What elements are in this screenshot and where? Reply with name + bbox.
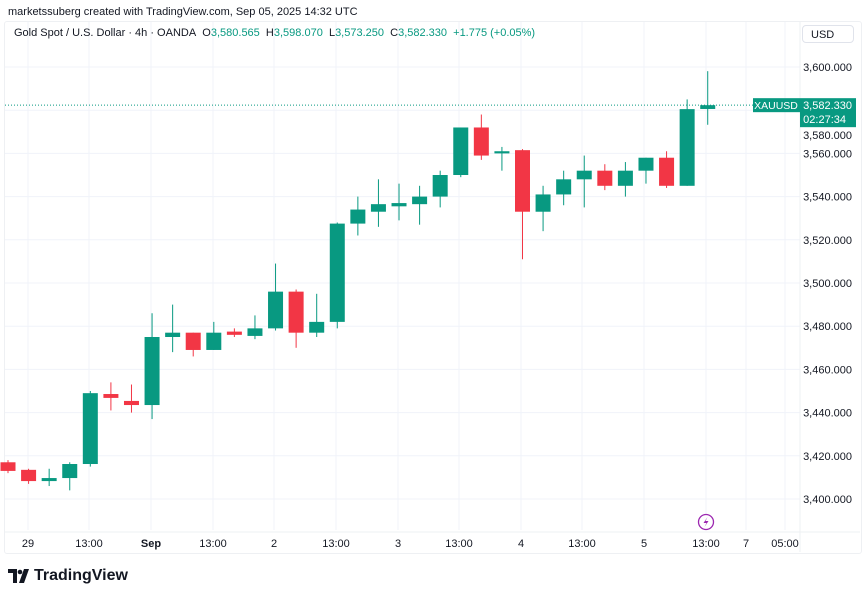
symbol-legend: Gold Spot / U.S. Dollar · 4h · OANDA O3,… <box>14 27 535 39</box>
candle-up <box>679 109 695 186</box>
y-tick-label: 3,520.000 <box>803 235 852 247</box>
candle-up <box>535 194 551 212</box>
x-tick-label: 13:00 <box>75 538 103 550</box>
candle-down <box>185 332 201 350</box>
candle-down <box>659 157 675 186</box>
y-tick-label: 3,540.000 <box>803 192 852 204</box>
candle-down <box>288 291 304 333</box>
close-value: 3,582.330 <box>398 27 448 39</box>
price-tag <box>800 98 856 128</box>
candle-down <box>0 462 16 471</box>
price-tag-value: 3,582.330 <box>803 100 852 112</box>
y-tick-label: 3,440.000 <box>803 408 852 420</box>
candle-up <box>370 204 386 212</box>
symbol-tag <box>753 98 800 113</box>
x-tick-label: 13:00 <box>322 538 350 550</box>
close-label: C <box>390 27 399 39</box>
y-tick-label: 3,560.000 <box>803 148 852 160</box>
candle-up <box>165 332 181 337</box>
candle-up <box>391 203 407 207</box>
change-value: +1.775 (+0.05%) <box>453 27 536 39</box>
x-tick-label: 13:00 <box>568 538 596 550</box>
lightning-icon-glyph <box>703 517 709 527</box>
candle-up <box>309 321 325 333</box>
open-label: O <box>202 27 211 39</box>
x-tick-label: 13:00 <box>199 538 227 550</box>
candle-down <box>103 394 119 398</box>
candle-up <box>41 478 57 482</box>
y-tick-label: 3,480.000 <box>803 321 852 333</box>
x-tick-label: 13:00 <box>445 538 473 550</box>
symbol-title: Gold Spot / U.S. Dollar · 4h · OANDA <box>14 27 197 39</box>
x-tick-label: 4 <box>518 538 524 550</box>
candle-up <box>576 170 592 180</box>
x-tick-label: 7 <box>743 538 749 550</box>
candle-up <box>268 291 284 329</box>
candle-up <box>556 179 572 195</box>
x-tick-label: 2 <box>271 538 277 550</box>
symbol-tag-label: XAUUSD <box>754 100 798 112</box>
chart-frame <box>4 21 862 554</box>
candle-up <box>412 196 428 205</box>
candle-down <box>21 469 37 482</box>
candle-up <box>700 105 716 109</box>
x-tick-label: 29 <box>22 538 34 550</box>
candle-down <box>515 150 530 212</box>
y-tick-label: 3,460.000 <box>803 364 852 376</box>
x-tick-label: 13:00 <box>692 538 720 550</box>
brand-name: TradingView <box>34 567 128 584</box>
candle-up <box>638 157 654 171</box>
low-value: 3,573.250 <box>335 27 384 39</box>
candlestick-chart[interactable]: 3,400.000 3,420.000 3,440.000 3,460.000 3,48… <box>0 0 868 560</box>
x-tick-label: 05:00 <box>771 538 799 550</box>
candle-down <box>597 170 613 186</box>
x-tick-label: Sep <box>141 538 161 550</box>
y-tick-label: 3,500.000 <box>803 278 852 290</box>
candle-up <box>617 170 633 186</box>
candle-up <box>432 175 448 197</box>
currency-button[interactable]: USD <box>802 25 854 43</box>
candle-up <box>62 464 78 479</box>
open-value: 3,580.565 <box>210 27 260 39</box>
candle-up <box>82 393 98 465</box>
candle-up <box>329 223 345 322</box>
tradingview-logo-icon <box>8 569 29 583</box>
price-tag-countdown: 02:27:34 <box>803 114 846 126</box>
y-tick-label: 3,420.000 <box>803 451 852 463</box>
candle-down <box>123 400 139 406</box>
candle-down <box>226 331 242 335</box>
candle-down <box>473 127 489 156</box>
x-tick-label: 5 <box>641 538 647 550</box>
high-label: H <box>265 27 274 39</box>
tradingview-brand: TradingView <box>8 567 128 585</box>
y-tick-label: 3,400.000 <box>803 494 852 506</box>
candle-up <box>453 127 469 175</box>
low-label: L <box>328 27 336 39</box>
candle-up <box>206 332 222 350</box>
y-tick-label: 3,580.000 <box>803 130 852 142</box>
credit-text: marketssuberg created with TradingView.c… <box>8 6 358 18</box>
x-tick-label: 3 <box>395 538 401 550</box>
y-tick-label: 3,600.000 <box>803 62 852 74</box>
candle-up <box>350 209 366 224</box>
candle-up <box>144 337 160 406</box>
candle-up <box>494 151 510 154</box>
high-value: 3,598.070 <box>273 27 323 39</box>
candle-up <box>247 328 263 336</box>
